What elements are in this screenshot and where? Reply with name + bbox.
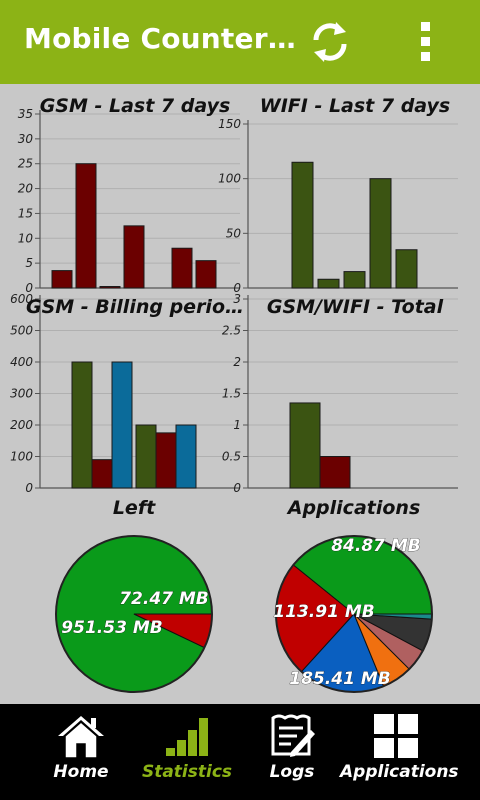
nav-home-label: Home [53, 762, 109, 782]
chart-bar [99, 286, 121, 289]
chart-bar [135, 424, 157, 489]
pie-outline [55, 535, 213, 693]
nav-applications[interactable]: Applications [340, 704, 459, 800]
nav-statistics-label: Statistics [141, 762, 233, 782]
y-tick-label: 10 [18, 231, 34, 245]
chart-bar [123, 225, 145, 289]
chart-bar [343, 271, 366, 289]
nav-home[interactable]: Home [40, 704, 122, 800]
y-tick-label: 0 [25, 481, 33, 495]
chart-bar [75, 163, 97, 289]
pie-label: 72.47 MB [119, 589, 209, 609]
pie-label: 113.91 MB [273, 602, 374, 622]
nav-logs[interactable]: Logs [254, 704, 330, 800]
y-tick-label: 3 [233, 292, 241, 306]
chart-title: Left [113, 497, 156, 519]
y-tick-label: 300 [10, 387, 33, 401]
y-tick-label: 600 [10, 292, 33, 306]
chart-bar [175, 424, 197, 489]
chart-bar [319, 456, 351, 489]
overflow-menu-icon[interactable] [406, 18, 446, 66]
statistics-panel: 0 5 10 15 20 25 30 35 GSM - Last 7 days 0 50 100 150… [0, 84, 480, 704]
y-tick-label: 5 [25, 256, 33, 270]
pie-label: 84.87 MB [331, 536, 421, 556]
chart-bar [155, 432, 177, 489]
y-tick-label: 30 [18, 132, 34, 146]
y-tick-label: 0 [233, 481, 241, 495]
y-tick-label: 0.5 [222, 450, 241, 464]
pie-label: 185.41 MB [289, 669, 390, 689]
refresh-icon[interactable] [306, 18, 354, 66]
y-tick-label: 100 [10, 450, 33, 464]
pie-label: 951.53 MB [61, 618, 162, 638]
chart-bar [369, 178, 392, 289]
y-tick-label: 500 [10, 324, 33, 338]
y-tick-label: 25 [18, 157, 33, 171]
chart-bar [289, 402, 321, 489]
chart-title: Applications [286, 497, 421, 519]
y-tick-label: 20 [18, 182, 34, 196]
chart-bar [317, 278, 340, 289]
y-tick-label: 150 [218, 117, 241, 131]
nav-logs-label: Logs [269, 762, 315, 782]
y-tick-label: 35 [18, 107, 33, 121]
y-tick-label: 1.5 [222, 387, 241, 401]
chart-title: GSM/WIFI - Total [267, 296, 444, 318]
chart-bar [111, 361, 133, 489]
y-tick-label: 0 [25, 281, 33, 295]
home-icon [58, 716, 104, 759]
y-tick-label: 100 [218, 172, 241, 186]
nav-applications-label: Applications [340, 762, 459, 782]
chart-title: GSM - Billing perio… [26, 296, 244, 318]
y-tick-label: 2.5 [222, 324, 241, 338]
app-title: Mobile Counter… [24, 22, 296, 55]
statistics-icon [166, 718, 208, 756]
y-tick-label: 0 [233, 281, 241, 295]
app-bar: Mobile Counter… [0, 0, 480, 84]
chart-bar [195, 260, 217, 289]
bottom-navigation: Home Statistics Logs Applications [0, 704, 480, 800]
chart-bar [51, 270, 73, 289]
y-tick-label: 50 [226, 226, 242, 240]
logs-icon [271, 714, 315, 757]
y-tick-label: 1 [233, 418, 241, 432]
chart-bar [71, 361, 93, 489]
y-tick-label: 2 [233, 355, 241, 369]
applications-icon [374, 714, 418, 758]
chart-title: WIFI - Last 7 days [260, 95, 451, 117]
chart-bar [171, 247, 193, 289]
pie-outline [275, 535, 433, 693]
chart-bar [395, 249, 418, 289]
y-tick-label: 200 [10, 418, 33, 432]
chart-bar [291, 161, 314, 289]
y-tick-label: 15 [18, 206, 33, 220]
nav-statistics[interactable]: Statistics [140, 704, 234, 800]
y-tick-label: 400 [10, 355, 33, 369]
chart-title: GSM - Last 7 days [40, 95, 231, 117]
chart-bar [91, 459, 113, 489]
